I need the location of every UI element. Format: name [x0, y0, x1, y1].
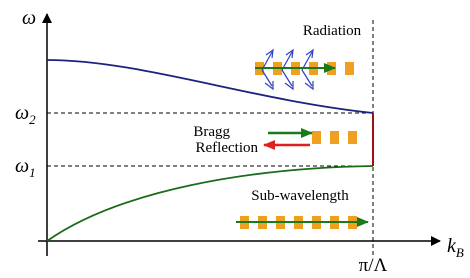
region-label: Bragg — [193, 124, 230, 140]
grating-icon — [312, 131, 357, 144]
region-label: Sub-wavelength — [251, 188, 349, 204]
level-subscript: 2 — [29, 112, 36, 127]
y-axis-label: ω — [22, 7, 36, 29]
x-tick-label: π/Λ — [359, 255, 388, 273]
level-symbol: ω — [15, 155, 29, 177]
level-symbol: ω — [15, 102, 29, 124]
dispersion-diagram: ω kB π/Λ ω2 ω1 Radiation Bragg Reflectio… — [0, 0, 470, 273]
region-label: Radiation — [303, 23, 362, 39]
region-label: Reflection — [196, 140, 259, 156]
page: {"axes": {"y_label": "ω", "x_label": {"s… — [0, 0, 470, 273]
x-axis-label: kB — [447, 235, 464, 260]
radiation-arrows — [262, 50, 313, 89]
level-label: ω2 — [15, 102, 36, 127]
level-label: ω1 — [15, 155, 36, 180]
x-axis-subscript: B — [456, 245, 464, 260]
level-subscript: 1 — [29, 165, 36, 180]
